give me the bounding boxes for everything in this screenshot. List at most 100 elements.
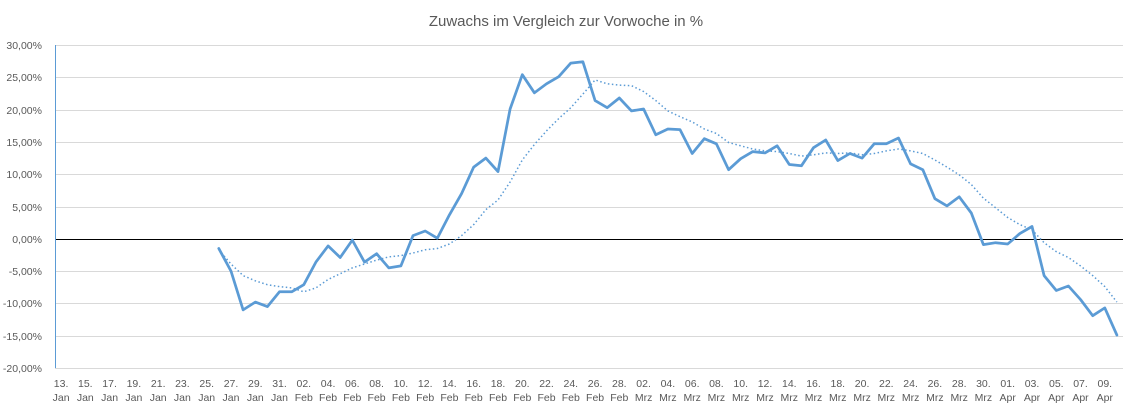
x-tick-label: 26. Mrz bbox=[926, 378, 944, 404]
x-tick-label: 24. Feb bbox=[562, 378, 580, 404]
x-tick-day: 19. bbox=[127, 378, 142, 390]
x-tick-label: 02. Mrz bbox=[635, 378, 653, 404]
x-tick-label: 14. Feb bbox=[440, 378, 458, 404]
x-tick-month: Apr bbox=[1024, 392, 1041, 404]
x-tick-label: 16. Feb bbox=[465, 378, 483, 404]
x-tick-label: 06. Feb bbox=[343, 378, 361, 404]
x-tick-month: Feb bbox=[537, 392, 555, 404]
y-axis-tick-labels: 30,00% 25,00% 20,00% 15,00% 10,00% 5,00% 0,00%… bbox=[3, 40, 42, 375]
x-tick-label: 22. Mrz bbox=[878, 378, 896, 404]
x-tick-label: 30. Mrz bbox=[975, 378, 993, 404]
x-tick-label: 13. Jan bbox=[53, 378, 70, 404]
x-tick-month: Jan bbox=[150, 392, 167, 404]
x-tick-day: 17. bbox=[102, 378, 117, 390]
x-tick-day: 18. bbox=[830, 378, 845, 390]
x-tick-day: 08. bbox=[369, 378, 384, 390]
x-tick-label: 21. Jan bbox=[150, 378, 167, 404]
x-tick-day: 16. bbox=[806, 378, 821, 390]
x-tick-day: 07. bbox=[1073, 378, 1088, 390]
x-tick-month: Mrz bbox=[853, 392, 871, 404]
x-tick-month: Mrz bbox=[902, 392, 920, 404]
series-group bbox=[217, 60, 1119, 337]
x-tick-month: Feb bbox=[513, 392, 531, 404]
series-1 bbox=[217, 60, 1119, 337]
x-tick-label: 04. Feb bbox=[319, 378, 337, 404]
x-tick-month: Feb bbox=[319, 392, 337, 404]
x-tick-month: Jan bbox=[174, 392, 191, 404]
x-tick-day: 22. bbox=[879, 378, 894, 390]
x-tick-label: 12. Mrz bbox=[756, 378, 774, 404]
x-tick-label: 03. Apr bbox=[1024, 378, 1041, 404]
x-tick-day: 25. bbox=[199, 378, 214, 390]
x-tick-day: 18. bbox=[491, 378, 506, 390]
x-tick-month: Mrz bbox=[635, 392, 653, 404]
x-tick-label: 01. Apr bbox=[1000, 378, 1017, 404]
x-tick-day: 12. bbox=[758, 378, 773, 390]
x-tick-label: 23. Jan bbox=[174, 378, 191, 404]
x-tick-month: Jan bbox=[223, 392, 240, 404]
x-tick-day: 10. bbox=[394, 378, 409, 390]
x-tick-label: 10. Feb bbox=[392, 378, 410, 404]
x-tick-month: Mrz bbox=[975, 392, 993, 404]
x-tick-day: 26. bbox=[588, 378, 603, 390]
x-tick-day: 30. bbox=[976, 378, 991, 390]
x-tick-label: 19. Jan bbox=[125, 378, 142, 404]
x-tick-day: 02. bbox=[636, 378, 651, 390]
x-tick-label: 07. Apr bbox=[1072, 378, 1089, 404]
x-tick-label: 26. Feb bbox=[586, 378, 604, 404]
x-tick-day: 23. bbox=[175, 378, 190, 390]
x-tick-label: 29. Jan bbox=[247, 378, 264, 404]
x-tick-day: 12. bbox=[418, 378, 433, 390]
x-tick-day: 04. bbox=[661, 378, 676, 390]
x-tick-label: 16. Mrz bbox=[805, 378, 823, 404]
x-tick-day: 28. bbox=[612, 378, 627, 390]
x-tick-label: 14. Mrz bbox=[781, 378, 799, 404]
x-tick-day: 03. bbox=[1025, 378, 1040, 390]
x-tick-day: 20. bbox=[515, 378, 530, 390]
series-line-1 bbox=[217, 60, 1119, 337]
x-tick-label: 15. Jan bbox=[77, 378, 94, 404]
gridlines bbox=[55, 45, 1123, 369]
x-tick-day: 09. bbox=[1097, 378, 1112, 390]
x-tick-day: 14. bbox=[782, 378, 797, 390]
x-tick-month: Feb bbox=[562, 392, 580, 404]
x-tick-month: Feb bbox=[440, 392, 458, 404]
x-tick-day: 27. bbox=[224, 378, 239, 390]
x-tick-label: 09. Apr bbox=[1097, 378, 1114, 404]
x-tick-month: Mrz bbox=[683, 392, 701, 404]
x-tick-month: Mrz bbox=[829, 392, 847, 404]
x-tick-day: 26. bbox=[928, 378, 943, 390]
x-tick-month: Feb bbox=[416, 392, 434, 404]
y-tick-label: 25,00% bbox=[6, 72, 42, 84]
x-tick-label: 22. Feb bbox=[537, 378, 555, 404]
y-tick-label: 30,00% bbox=[6, 40, 42, 52]
x-tick-month: Mrz bbox=[659, 392, 677, 404]
x-tick-day: 02. bbox=[296, 378, 311, 390]
y-tick-label: 5,00% bbox=[12, 202, 42, 214]
x-tick-month: Mrz bbox=[878, 392, 896, 404]
chart-title: Zuwachs im Vergleich zur Vorwoche in % bbox=[429, 13, 703, 30]
x-tick-day: 01. bbox=[1000, 378, 1015, 390]
x-tick-month: Feb bbox=[392, 392, 410, 404]
x-tick-day: 16. bbox=[466, 378, 481, 390]
x-tick-label: 27. Jan bbox=[223, 378, 240, 404]
x-tick-month: Mrz bbox=[732, 392, 750, 404]
x-tick-label: 08. Feb bbox=[368, 378, 386, 404]
x-tick-month: Jan bbox=[53, 392, 70, 404]
x-tick-label: 06. Mrz bbox=[683, 378, 701, 404]
x-tick-month: Jan bbox=[271, 392, 288, 404]
x-tick-month: Mrz bbox=[756, 392, 774, 404]
y-tick-label: 15,00% bbox=[6, 137, 42, 149]
x-tick-label: 17. Jan bbox=[101, 378, 118, 404]
x-tick-month: Jan bbox=[198, 392, 215, 404]
x-tick-label: 04. Mrz bbox=[659, 378, 677, 404]
x-tick-day: 15. bbox=[78, 378, 93, 390]
x-tick-label: 08. Mrz bbox=[708, 378, 726, 404]
x-tick-month: Feb bbox=[368, 392, 386, 404]
series-2 bbox=[218, 79, 1118, 303]
x-tick-month: Apr bbox=[1072, 392, 1089, 404]
x-tick-label: 28. Feb bbox=[610, 378, 628, 404]
x-tick-month: Apr bbox=[1097, 392, 1114, 404]
